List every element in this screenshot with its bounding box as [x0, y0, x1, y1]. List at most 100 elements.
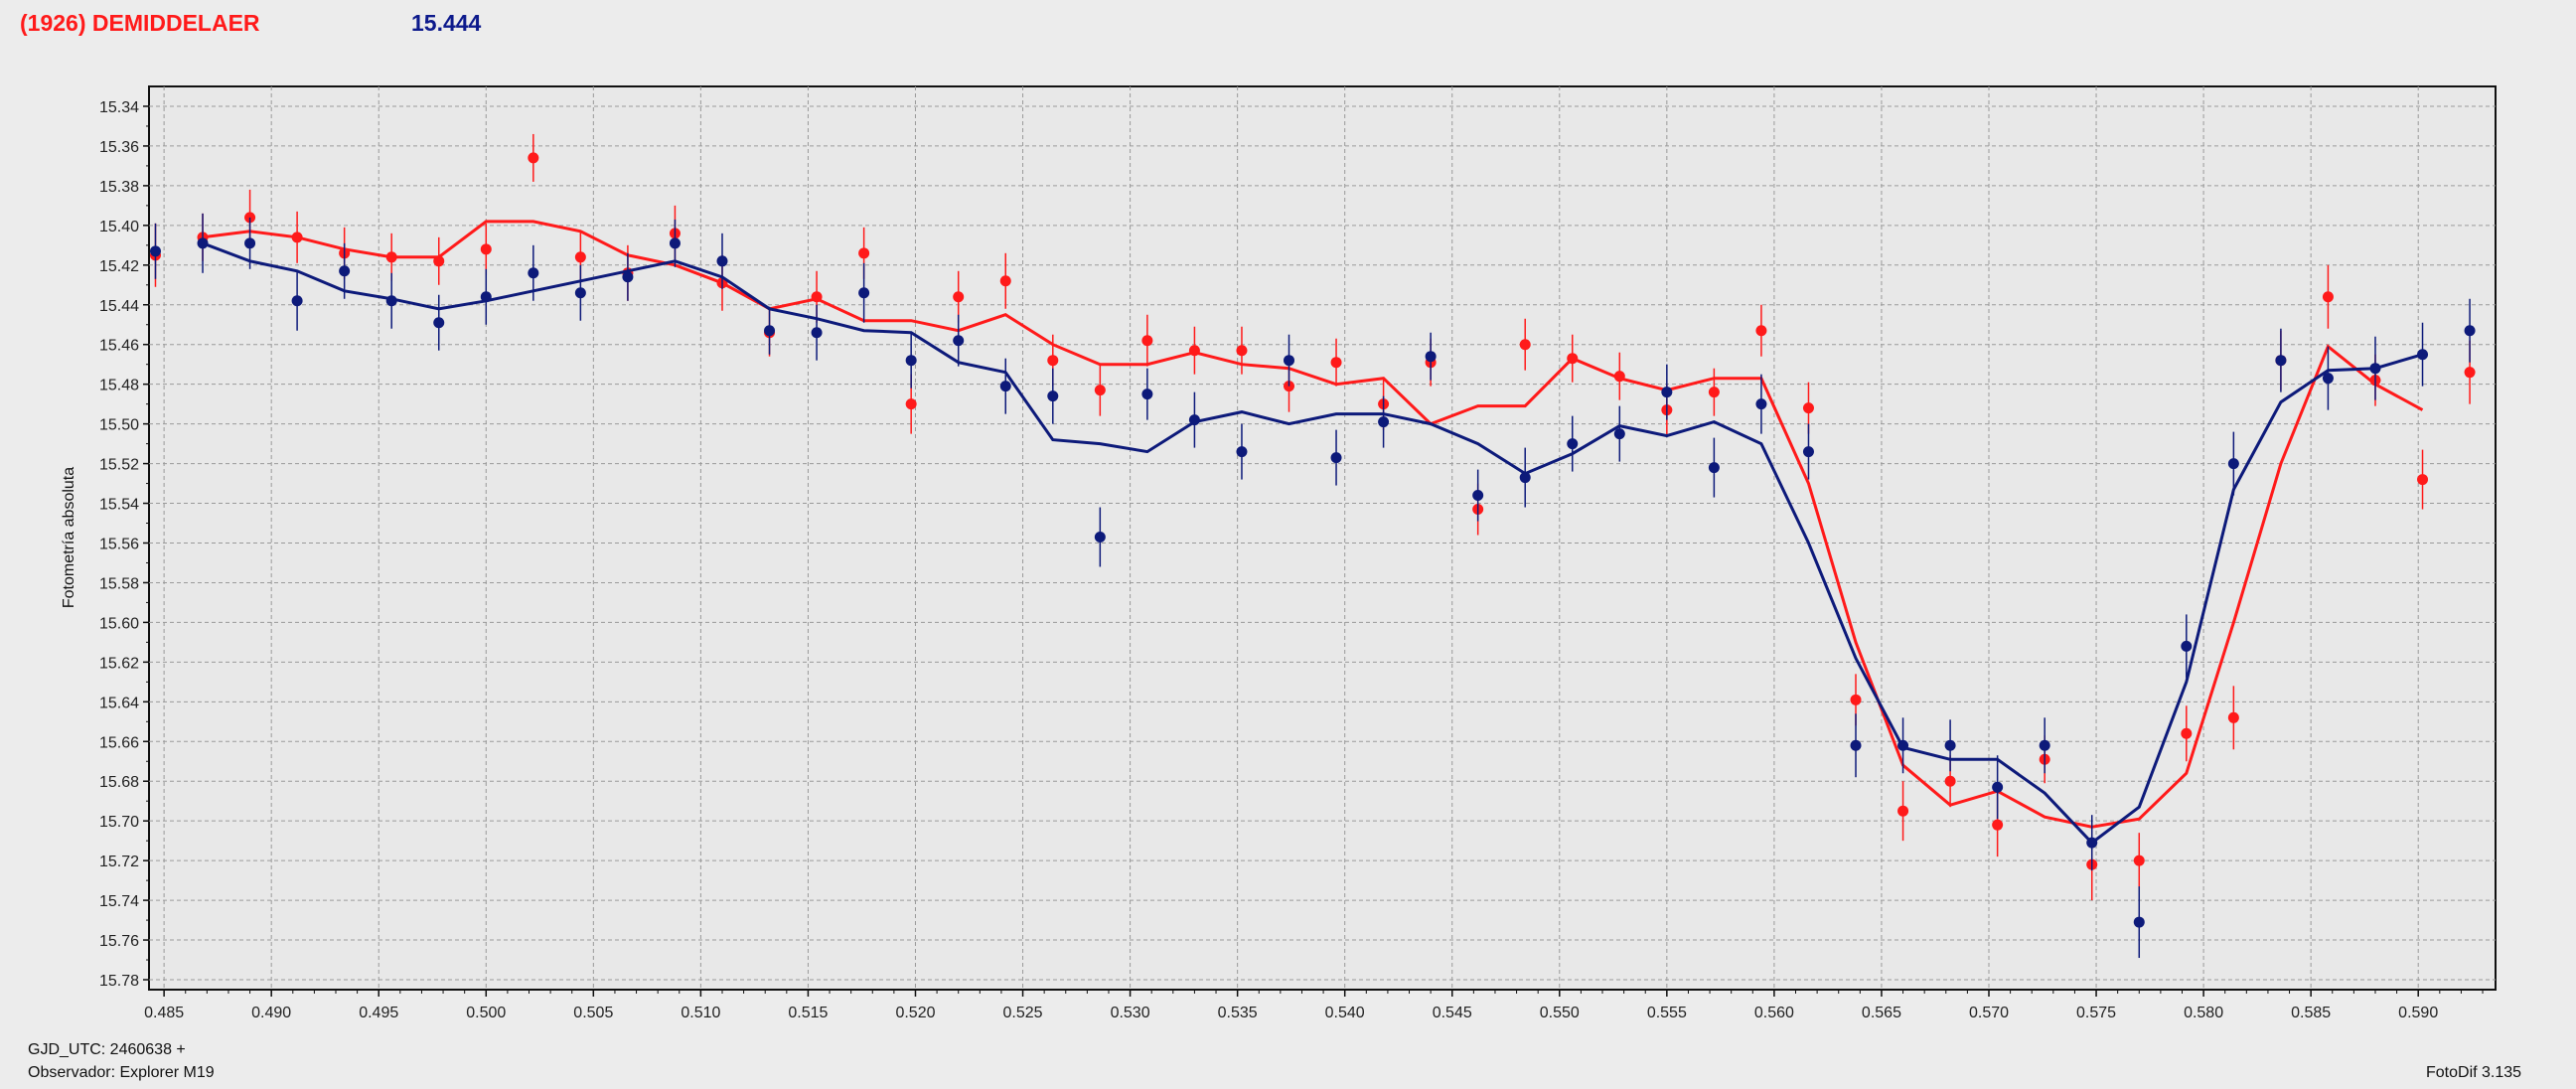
data-point [1047, 390, 1059, 402]
x-tick-label: 0.535 [1218, 1005, 1258, 1021]
gjd-label: GJD_UTC: 2460638 + [28, 1041, 186, 1058]
data-point [1330, 357, 1342, 369]
data-point [764, 325, 776, 337]
series [149, 133, 2476, 959]
data-point [2181, 640, 2193, 652]
fit-line-blue [202, 241, 2423, 846]
chart-title: (1926) DEMIDDELAER [20, 10, 260, 36]
data-point [2322, 373, 2334, 385]
y-tick-label: 15.42 [99, 258, 139, 275]
x-tick-label: 0.580 [2184, 1005, 2223, 1021]
data-point [1992, 781, 2004, 793]
data-point [905, 355, 917, 367]
y-tick-label: 15.52 [99, 457, 139, 474]
data-point [1802, 446, 1814, 458]
y-tick-label: 15.68 [99, 774, 139, 791]
series-blue [149, 213, 2476, 959]
y-tick-label: 15.34 [99, 99, 139, 116]
data-point [1330, 452, 1342, 464]
y-tick-label: 15.78 [99, 973, 139, 990]
data-point [953, 335, 965, 347]
data-point [1850, 739, 1862, 751]
data-point [385, 251, 397, 263]
data-point [1236, 446, 1248, 458]
data-point [1188, 345, 1200, 357]
y-tick-label: 15.74 [99, 893, 139, 910]
x-tick-label: 0.500 [466, 1005, 506, 1021]
data-point [1802, 402, 1814, 414]
data-point [2464, 325, 2476, 337]
y-tick-label: 15.50 [99, 417, 139, 434]
x-tick-label: 0.575 [2076, 1005, 2116, 1021]
plot-area [148, 85, 2497, 991]
y-tick-label: 15.36 [99, 139, 139, 156]
x-tick-label: 0.570 [1969, 1005, 2009, 1021]
data-point [291, 295, 303, 307]
data-point [1567, 438, 1579, 450]
data-point [574, 287, 586, 299]
x-tick-label: 0.555 [1647, 1005, 1687, 1021]
data-point [1188, 414, 1200, 426]
software-version: FotoDif 3.135 [2426, 1064, 2522, 1081]
data-point [1094, 385, 1106, 396]
observer-label: Observador: Explorer M19 [28, 1064, 215, 1081]
x-tick-label: 0.590 [2398, 1005, 2438, 1021]
data-point [905, 398, 917, 410]
magnitude-value: 15.444 [411, 10, 482, 36]
fit-line-red [202, 220, 2424, 829]
data-point [1897, 739, 1909, 751]
data-point [1708, 462, 1720, 474]
data-point [528, 267, 539, 279]
data-point [244, 237, 256, 249]
data-point [2133, 855, 2145, 866]
x-tick-label: 0.550 [1540, 1005, 1580, 1021]
data-point [339, 265, 351, 277]
y-tick-label: 15.72 [99, 854, 139, 870]
data-point [1850, 694, 1862, 705]
data-point [2417, 474, 2429, 486]
data-point [433, 255, 445, 267]
x-tick-label: 0.530 [1111, 1005, 1150, 1021]
x-tick-label: 0.585 [2291, 1005, 2331, 1021]
x-tick-label: 0.540 [1325, 1005, 1365, 1021]
x-tick-label: 0.485 [144, 1005, 184, 1021]
data-point [1992, 819, 2004, 831]
data-point [291, 232, 303, 243]
y-tick-label: 15.48 [99, 378, 139, 394]
x-tick-label: 0.560 [1754, 1005, 1794, 1021]
data-point [2322, 291, 2334, 303]
data-point [669, 237, 681, 249]
data-point [1141, 389, 1153, 400]
data-point [1613, 428, 1625, 440]
data-point [1047, 355, 1059, 367]
series-red [149, 133, 2476, 901]
data-point [1755, 398, 1767, 410]
data-point [1519, 339, 1531, 351]
data-point [1755, 325, 1767, 337]
x-tick-label: 0.505 [573, 1005, 613, 1021]
data-point [2039, 739, 2050, 751]
data-point [2464, 367, 2476, 379]
data-point [1378, 416, 1390, 428]
data-point [1141, 335, 1153, 347]
data-point [149, 245, 161, 257]
data-point [2086, 837, 2098, 849]
y-tick-label: 15.38 [99, 179, 139, 196]
data-point [433, 317, 445, 329]
y-tick-label: 15.46 [99, 338, 139, 355]
data-point [480, 243, 492, 255]
data-point [1094, 532, 1106, 544]
y-axis-title: Fotometría absoluta [61, 467, 77, 608]
y-tick-label: 15.70 [99, 814, 139, 831]
y-tick-label: 15.76 [99, 933, 139, 950]
data-point [999, 275, 1011, 287]
data-point [2227, 458, 2239, 470]
data-point [2417, 349, 2429, 361]
x-axis: 0.485 0.490 0.495 0.500 0.505 0.510 0.515 0.520… [144, 990, 2484, 1021]
data-point [2369, 363, 2381, 375]
x-tick-label: 0.545 [1433, 1005, 1472, 1021]
data-point [811, 327, 823, 339]
data-point [1284, 355, 1295, 367]
data-point [622, 271, 634, 283]
